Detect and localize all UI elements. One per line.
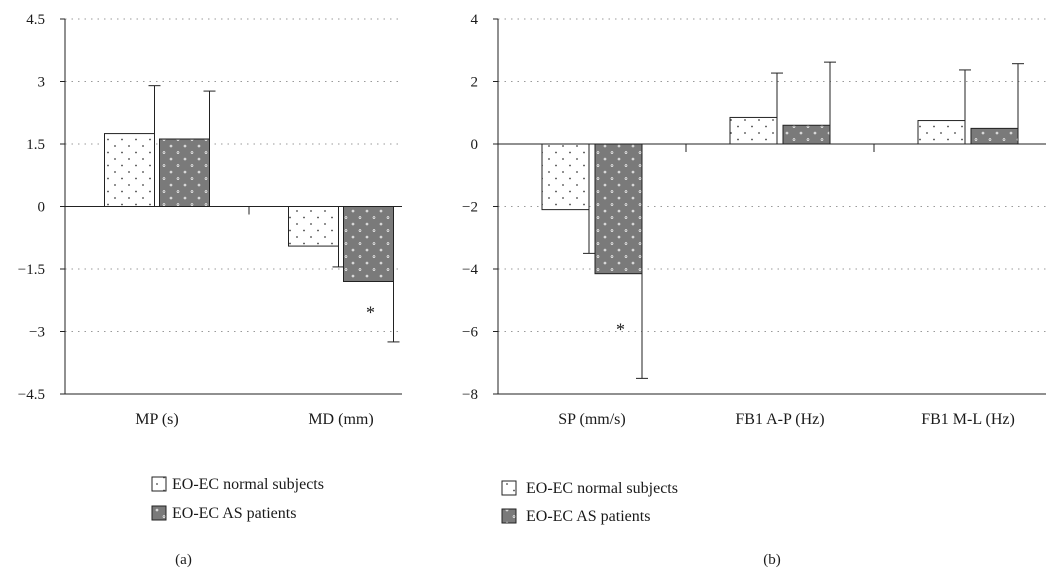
bar-normal-subjects bbox=[917, 120, 966, 145]
legend-label: EO-EC normal subjects bbox=[172, 476, 324, 493]
x-tick-label: FB1 A-P (Hz) bbox=[735, 411, 824, 428]
significance-marker: * bbox=[366, 303, 375, 323]
legend-swatch-as-patients bbox=[501, 508, 517, 524]
legend-swatch-as-patients bbox=[151, 505, 167, 521]
y-tick-label: −4.5 bbox=[18, 387, 45, 403]
x-tick-label: MP (s) bbox=[135, 411, 178, 428]
y-tick-label: −8 bbox=[462, 387, 478, 403]
y-tick-label: 1.5 bbox=[26, 137, 45, 153]
chart-panel-b: 4 2 0 −2 −4 −6 −8 SP (mm/s) FB1 A-P (Hz) FB1 M-L … bbox=[462, 12, 1046, 568]
x-tick-label: MD (mm) bbox=[308, 411, 373, 428]
y-tick-label: 0 bbox=[471, 137, 479, 153]
y-tick-label: −2 bbox=[462, 200, 478, 216]
bar-as-patients bbox=[782, 124, 831, 145]
bar-as-patients bbox=[159, 138, 210, 207]
legend-label: EO-EC AS patients bbox=[172, 505, 296, 522]
legend-swatch-normal-subjects bbox=[501, 480, 517, 496]
significance-marker: * bbox=[616, 319, 625, 339]
bar-normal-subjects bbox=[288, 206, 339, 247]
bar-as-patients bbox=[343, 206, 394, 282]
y-tick-label: 4 bbox=[471, 12, 479, 28]
bar-normal-subjects bbox=[729, 116, 778, 145]
y-tick-label: −1.5 bbox=[18, 262, 45, 278]
x-tick-label: SP (mm/s) bbox=[558, 411, 625, 428]
legend-label: EO-EC AS patients bbox=[526, 508, 650, 525]
legend-swatch-normal-subjects bbox=[151, 476, 167, 492]
y-tick-label: −6 bbox=[462, 325, 478, 341]
y-tick-label: 0 bbox=[38, 200, 46, 216]
panel-label: (a) bbox=[175, 552, 192, 568]
y-tick-label: −3 bbox=[29, 325, 45, 341]
bar-as-patients bbox=[594, 143, 643, 275]
y-tick-label: 3 bbox=[38, 75, 46, 91]
x-tick-label: FB1 M-L (Hz) bbox=[921, 411, 1015, 428]
chart-panel-a: 4.5 3 1.5 0 −1.5 −3 −4.5 MP (s) MD (mm) * EO-EC no… bbox=[18, 12, 402, 568]
legend-label: EO-EC normal subjects bbox=[526, 480, 678, 497]
panel-label: (b) bbox=[763, 552, 781, 568]
bar-normal-subjects bbox=[541, 143, 590, 211]
y-tick-label: 4.5 bbox=[26, 12, 45, 28]
y-tick-label: −4 bbox=[462, 262, 478, 278]
bar-as-patients bbox=[970, 127, 1019, 145]
bar-normal-subjects bbox=[104, 133, 155, 207]
y-tick-label: 2 bbox=[471, 75, 479, 91]
